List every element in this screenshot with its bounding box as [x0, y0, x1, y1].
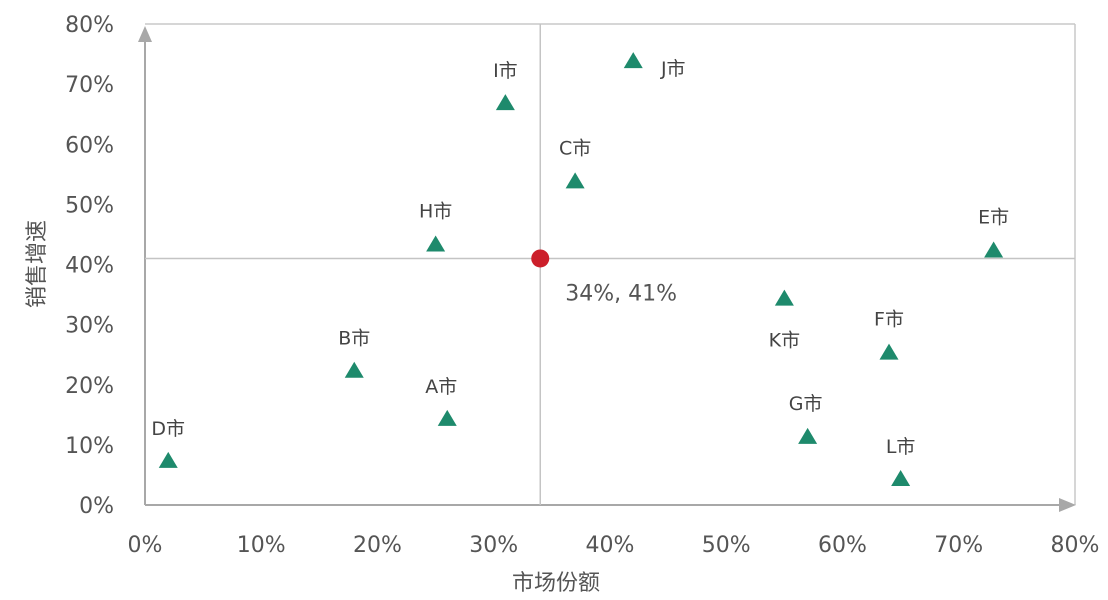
point-label: C市 [559, 137, 591, 159]
triangle-marker [565, 172, 585, 189]
x-tick-label: 70% [934, 533, 983, 558]
x-tick-label: 10% [237, 533, 286, 558]
triangle-marker [774, 289, 794, 306]
point-label: E市 [978, 206, 1009, 228]
x-tick-label: 40% [586, 533, 635, 558]
point-label: D市 [151, 418, 185, 440]
triangle-marker [984, 241, 1004, 258]
triangle-marker [495, 94, 515, 111]
y-tick-label: 70% [65, 73, 114, 98]
y-tick-label: 0% [79, 494, 114, 519]
x-axis-title: 市场份额 [512, 571, 600, 596]
axes [138, 24, 1076, 512]
y-tick-label: 30% [65, 314, 114, 339]
x-tick-label: 50% [702, 533, 751, 558]
triangle-marker [437, 409, 457, 426]
point-label: F市 [874, 309, 904, 331]
x-tick-label: 20% [353, 533, 402, 558]
point-label: A市 [425, 376, 457, 398]
point-label: L市 [886, 436, 916, 458]
x-axis-arrow-icon [1059, 498, 1076, 512]
center-point-marker [531, 249, 550, 268]
center-point-group: 34%, 41% [531, 249, 677, 306]
y-axis-arrow-icon [138, 26, 152, 42]
triangle-marker [891, 469, 911, 486]
triangle-marker [879, 343, 899, 360]
triangle-marker [158, 451, 178, 468]
x-tick-label: 30% [469, 533, 518, 558]
point-label: J市 [660, 58, 686, 80]
data-points: D市 B市 A市 H市 I市 C市 J市 K市 G市 F市 L市 E市 [151, 52, 1009, 486]
plot-frame [145, 23, 1076, 505]
y-tick-label: 50% [65, 193, 114, 218]
x-tick-label: 0% [128, 533, 163, 558]
x-tick-label: 60% [818, 533, 867, 558]
triangle-marker [623, 52, 643, 69]
triangle-marker [426, 235, 446, 252]
tick-labels: 0% 10% 20% 30% 40% 50% 60% 70% 80% 0% 10% 20% 30% 40%… [65, 13, 1099, 558]
x-tick-label: 80% [1051, 533, 1100, 558]
point-label: H市 [419, 200, 452, 222]
y-tick-label: 40% [65, 254, 114, 279]
point-label: I市 [493, 60, 518, 82]
center-point-label: 34%, 41% [565, 281, 677, 306]
point-label: K市 [769, 330, 800, 352]
triangle-marker [798, 427, 818, 444]
y-tick-label: 60% [65, 133, 114, 158]
point-label: G市 [789, 393, 823, 415]
y-tick-label: 20% [65, 374, 114, 399]
y-tick-label: 10% [65, 434, 114, 459]
y-tick-label: 80% [65, 13, 114, 38]
triangle-marker [344, 361, 364, 378]
point-label: B市 [338, 328, 370, 350]
y-axis-title: 销售增速 [25, 220, 50, 308]
